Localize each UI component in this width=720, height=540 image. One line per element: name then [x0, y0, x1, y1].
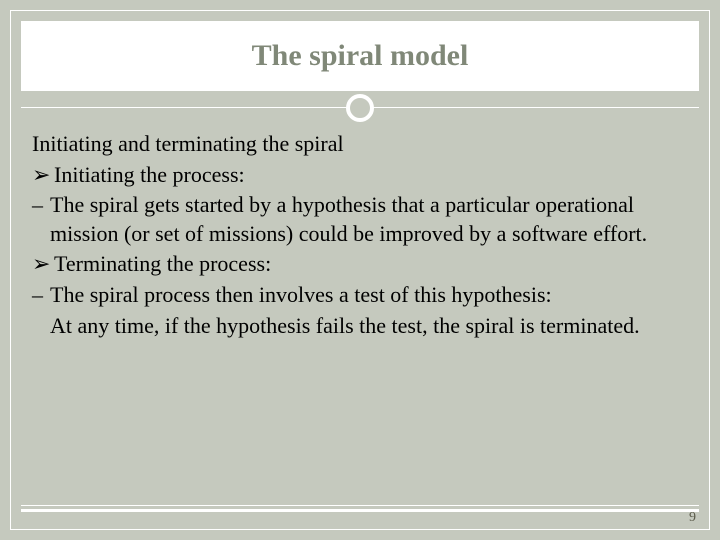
indent-text: At any time, if the hypothesis fails the…: [32, 312, 688, 341]
circle-decoration: [346, 94, 374, 122]
section-header: Initiating and terminating the spiral: [32, 130, 688, 159]
dash-text: The spiral gets started by a hypothesis …: [50, 191, 688, 248]
dash-text: The spiral process then involves a test …: [50, 281, 688, 310]
slide-frame: The spiral model Initiating and terminat…: [10, 10, 710, 530]
footer-line-thick: [21, 509, 699, 512]
page-number: 9: [689, 510, 696, 526]
footer-line-thin: [21, 505, 699, 506]
bullet-marker-icon: ➢: [32, 250, 54, 279]
bullet-marker-icon: ➢: [32, 161, 54, 190]
bullet-text: Initiating the process:: [54, 161, 688, 190]
content-area: Initiating and terminating the spiral ➢ …: [32, 130, 688, 342]
slide-title: The spiral model: [252, 39, 469, 73]
dash-marker-icon: –: [32, 281, 50, 310]
bullet-item: ➢ Terminating the process:: [32, 250, 688, 279]
bullet-item: ➢ Initiating the process:: [32, 161, 688, 190]
dash-item: – The spiral process then involves a tes…: [32, 281, 688, 310]
dash-marker-icon: –: [32, 191, 50, 220]
bullet-text: Terminating the process:: [54, 250, 688, 279]
title-box: The spiral model: [21, 21, 699, 91]
dash-item: – The spiral gets started by a hypothesi…: [32, 191, 688, 248]
